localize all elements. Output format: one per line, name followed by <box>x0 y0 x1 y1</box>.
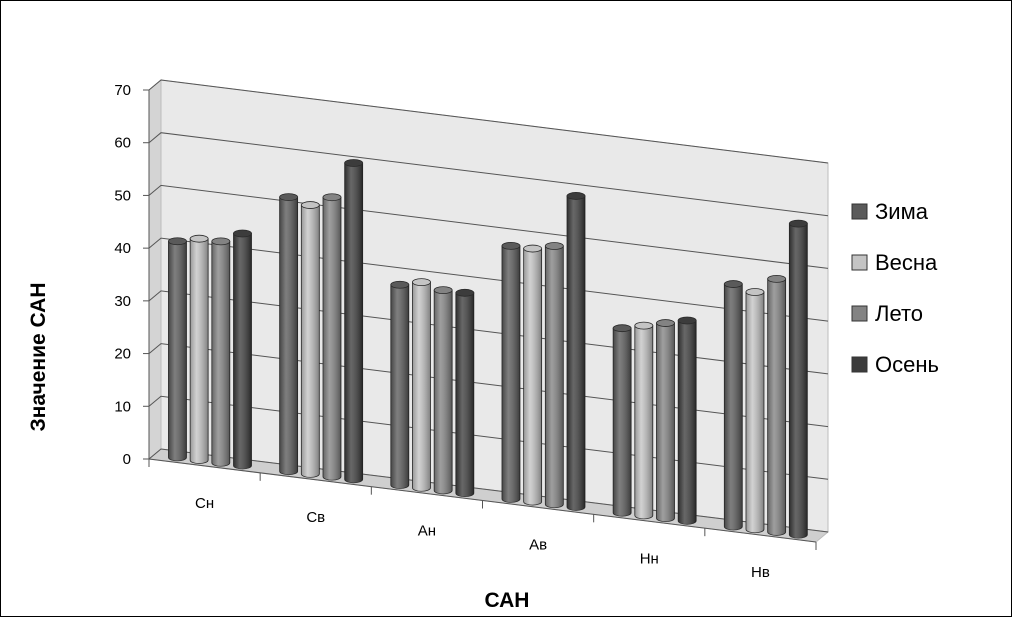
bar <box>634 321 654 520</box>
gridline <box>148 237 829 322</box>
gridline <box>148 184 829 269</box>
bar <box>233 229 252 470</box>
legend-swatch <box>851 305 868 322</box>
x-tick-label: Св <box>306 509 325 526</box>
legend-swatch <box>851 203 868 220</box>
bar <box>544 242 564 509</box>
bar <box>390 280 410 489</box>
bar <box>523 244 543 506</box>
gridline <box>148 79 829 164</box>
legend-label: Зима <box>875 199 929 224</box>
y-tick-label: 70 <box>114 82 131 99</box>
y-tick-label: 10 <box>114 398 131 415</box>
legend-label: Осень <box>875 352 939 377</box>
bar <box>433 286 453 495</box>
y-tick-label: 0 <box>123 451 131 468</box>
y-tick-label: 60 <box>114 135 131 152</box>
gridline <box>148 448 829 533</box>
bar <box>279 193 299 476</box>
bar <box>745 288 765 534</box>
y-tick-label: 50 <box>114 187 131 204</box>
legend: Зима Весна Лето Осень <box>851 199 939 377</box>
bar <box>723 280 743 531</box>
bar <box>455 288 475 498</box>
bar <box>677 316 697 525</box>
bar <box>566 192 586 511</box>
y-axis: 0 10 20 30 40 50 60 70 <box>114 82 150 468</box>
bar <box>788 219 808 539</box>
legend-label: Лето <box>875 301 923 326</box>
x-tick-label: Нн <box>640 550 659 567</box>
gridlines <box>148 79 829 533</box>
legend-swatch <box>851 254 868 271</box>
gridline <box>148 343 829 428</box>
x-tick-label: Ав <box>529 536 547 553</box>
legend-label: Весна <box>875 250 938 275</box>
y-tick-label: 20 <box>114 346 131 363</box>
bar <box>189 234 209 464</box>
bar <box>412 278 431 492</box>
bar <box>211 237 231 467</box>
y-tick-label: 30 <box>114 293 131 310</box>
side-wall <box>148 78 162 461</box>
bar <box>168 237 187 462</box>
x-tick-label: Ан <box>418 523 436 540</box>
x-tick-label: Нв <box>751 564 770 581</box>
y-tick-label: 40 <box>114 240 131 257</box>
x-tick-label: Сн <box>195 495 214 512</box>
bar <box>322 193 342 481</box>
bar <box>344 159 364 484</box>
legend-swatch <box>851 356 868 373</box>
x-axis-title: САН <box>485 589 530 612</box>
bar <box>300 201 320 478</box>
gridline <box>148 290 829 375</box>
bar <box>501 241 521 503</box>
gridline <box>148 395 829 480</box>
bar <box>612 324 632 517</box>
bar <box>656 319 675 522</box>
gridline <box>148 132 829 217</box>
bar <box>767 275 787 536</box>
y-axis-title: Значение САН <box>27 283 50 432</box>
x-axis: Сн Св Ан Ав Нн Нв <box>148 458 817 581</box>
bars <box>168 159 808 539</box>
